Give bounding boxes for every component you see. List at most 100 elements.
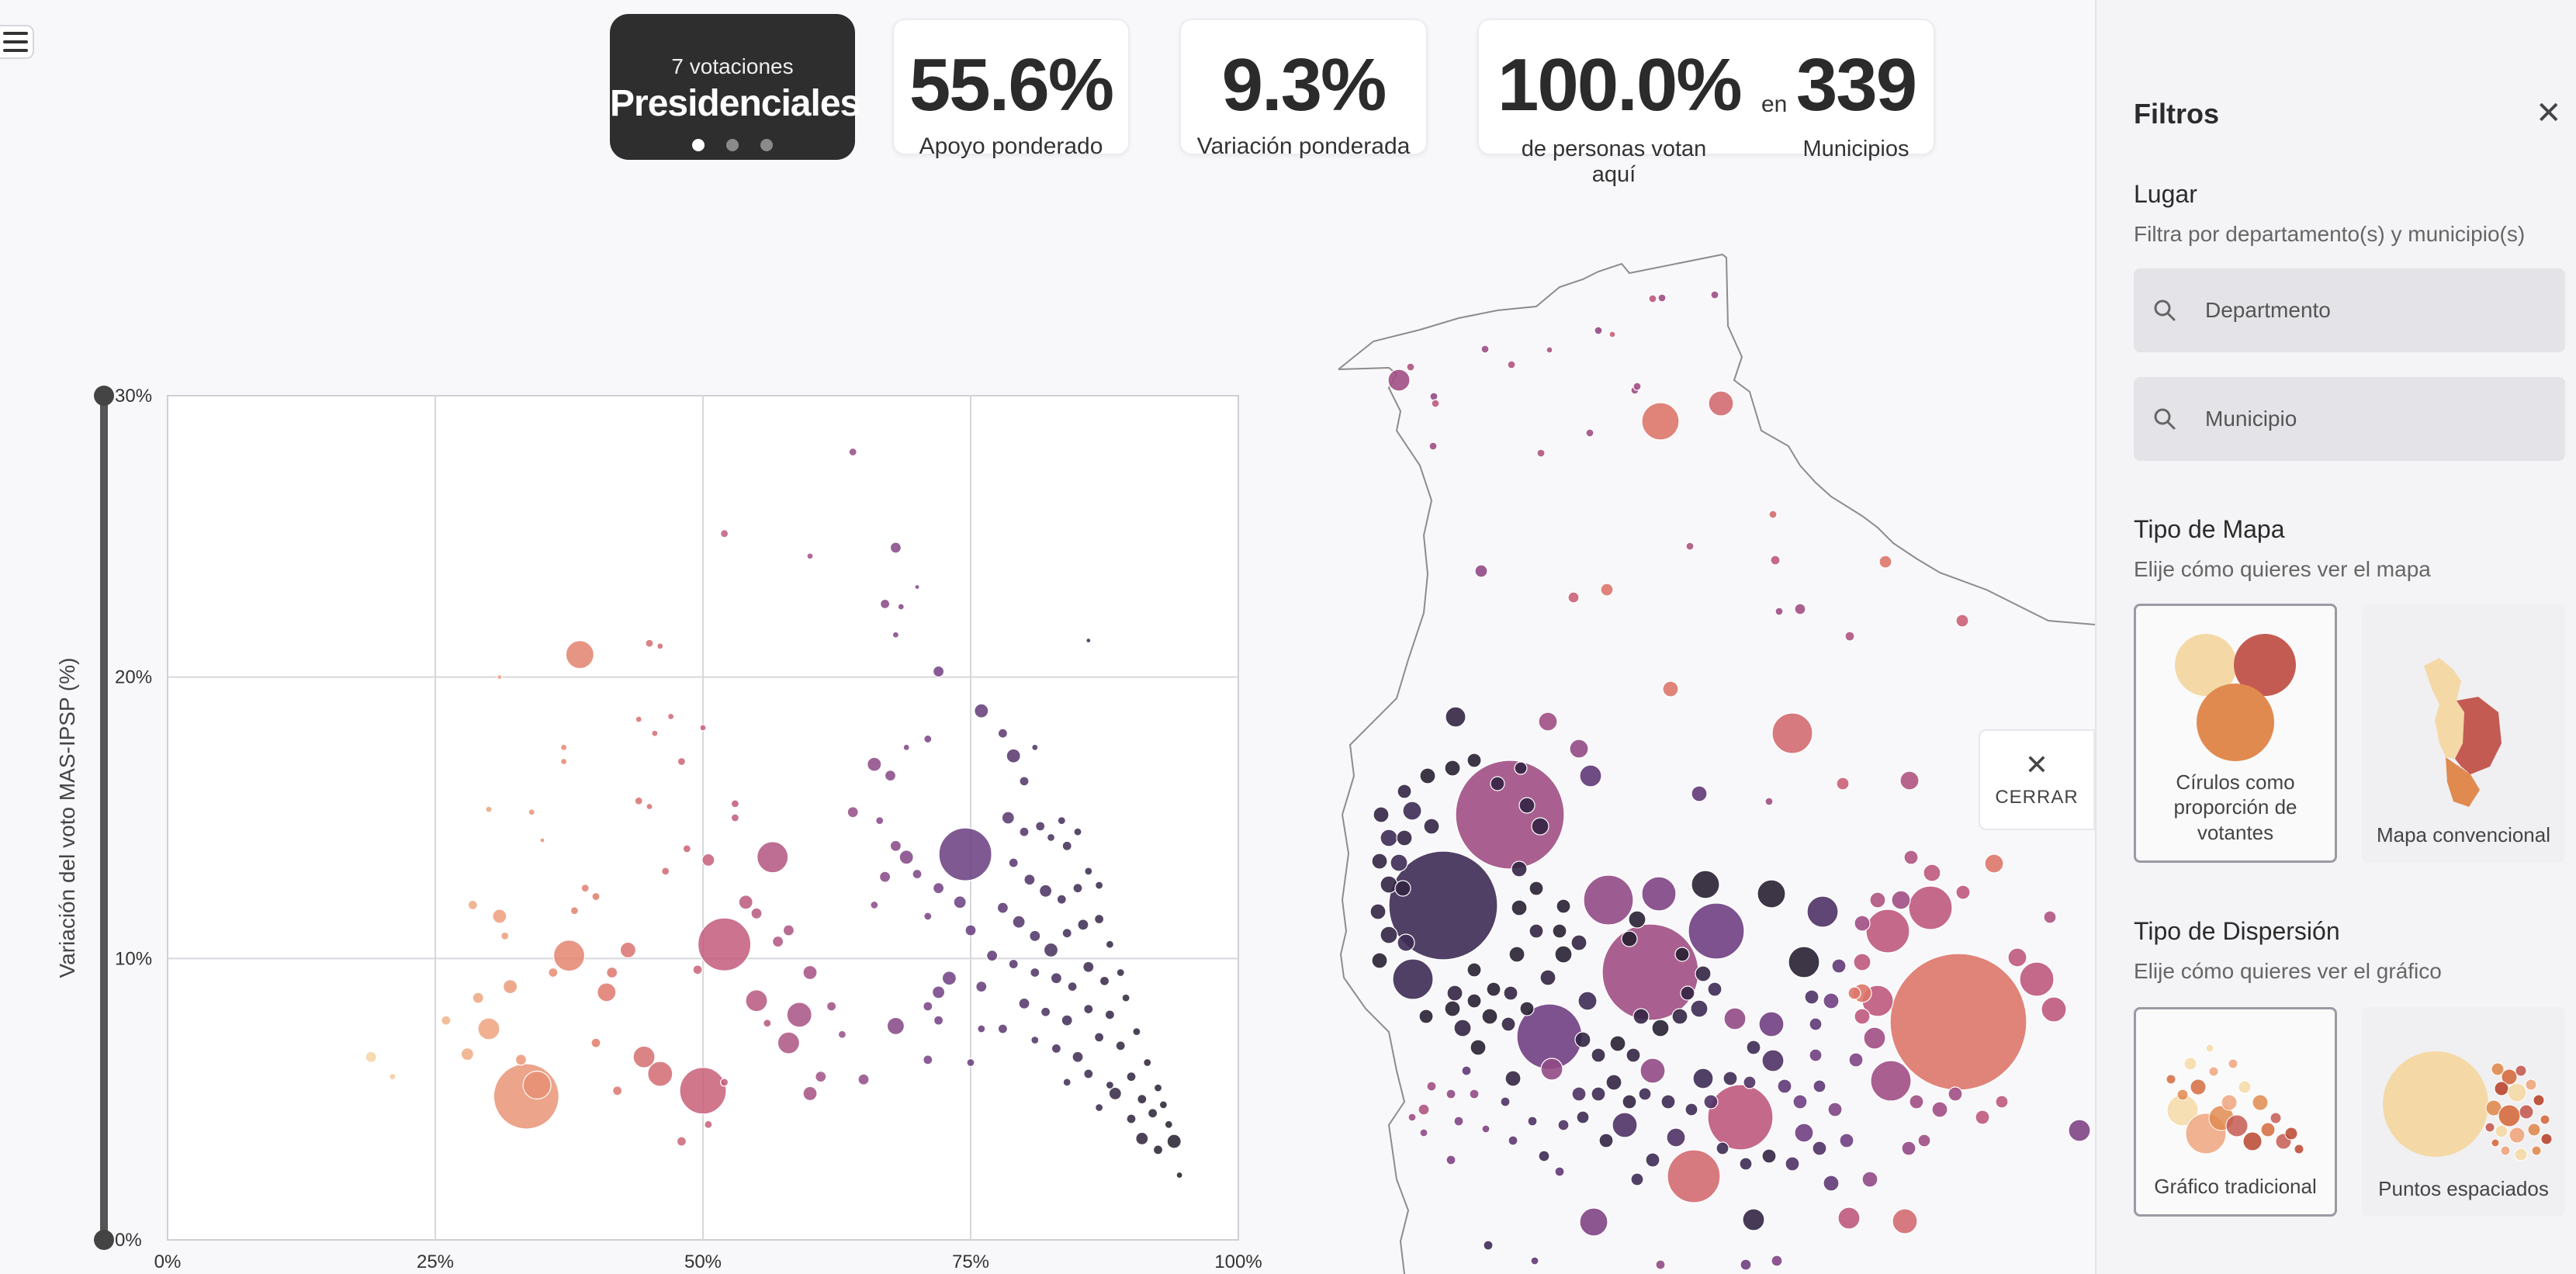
data-point[interactable] <box>1057 816 1066 826</box>
data-point[interactable] <box>1126 1113 1137 1124</box>
data-point[interactable] <box>1050 972 1063 985</box>
map-bubble[interactable] <box>1740 1258 1752 1271</box>
data-point[interactable] <box>802 1085 818 1102</box>
data-point[interactable] <box>699 724 707 732</box>
map-bubble[interactable] <box>1771 712 1813 754</box>
map-bubble[interactable] <box>1901 1141 1916 1156</box>
map-bubble[interactable] <box>1428 441 1438 451</box>
map-bubble[interactable] <box>1707 1084 1774 1151</box>
data-point[interactable] <box>692 964 703 975</box>
data-point[interactable] <box>985 950 999 962</box>
data-point[interactable] <box>1006 748 1021 763</box>
map-bubble[interactable] <box>1688 902 1745 960</box>
data-point[interactable] <box>902 743 910 751</box>
map-bubble[interactable] <box>1554 945 1573 964</box>
data-point[interactable] <box>1023 874 1036 886</box>
map-bubble[interactable] <box>1854 1008 1871 1025</box>
map-bubble[interactable] <box>1984 853 2004 874</box>
map-bubble[interactable] <box>1429 392 1439 401</box>
map-bubble[interactable] <box>1831 958 1847 974</box>
data-point[interactable] <box>1105 940 1115 949</box>
data-point[interactable] <box>1067 981 1078 992</box>
map-bubble[interactable] <box>1540 1058 1563 1081</box>
map-bubble[interactable] <box>1703 1094 1719 1110</box>
map-bubble[interactable] <box>1690 999 1709 1018</box>
data-point[interactable] <box>1137 1094 1148 1105</box>
data-point[interactable] <box>1051 1043 1062 1054</box>
data-point[interactable] <box>1108 1086 1122 1101</box>
data-point[interactable] <box>1082 961 1095 973</box>
map-bubble[interactable] <box>1418 1103 1430 1116</box>
data-point[interactable] <box>441 1015 452 1026</box>
data-point[interactable] <box>1077 919 1089 931</box>
data-point[interactable] <box>1093 913 1105 925</box>
data-point[interactable] <box>539 837 545 843</box>
data-point[interactable] <box>565 640 594 670</box>
map-bubble[interactable] <box>1847 986 1861 1000</box>
data-point[interactable] <box>857 1073 870 1085</box>
map-bubble[interactable] <box>1508 946 1525 963</box>
map-bubble[interactable] <box>2043 910 2057 924</box>
map-bubble[interactable] <box>1666 1127 1686 1148</box>
map-bubble[interactable] <box>1917 1134 1931 1148</box>
bubble-map[interactable] <box>0 0 2095 1274</box>
data-point[interactable] <box>682 844 691 853</box>
map-bubble[interactable] <box>1446 1089 1456 1099</box>
data-point[interactable] <box>1094 1103 1104 1113</box>
map-bubble[interactable] <box>1626 1047 1641 1063</box>
map-bubble[interactable] <box>1387 369 1411 392</box>
map-bubble[interactable] <box>1444 1000 1461 1017</box>
data-point[interactable] <box>953 895 967 909</box>
map-bubble[interactable] <box>1758 1011 1785 1037</box>
data-point[interactable] <box>1166 1134 1182 1149</box>
map-bubble[interactable] <box>1743 1075 1757 1089</box>
data-point[interactable] <box>467 899 478 911</box>
map-bubble[interactable] <box>1899 770 1920 791</box>
map-bubble[interactable] <box>1531 817 1549 836</box>
data-point[interactable] <box>932 665 945 678</box>
map-bubble[interactable] <box>1392 958 1434 1000</box>
data-point[interactable] <box>815 1071 827 1083</box>
data-point[interactable] <box>1062 1078 1072 1087</box>
map-bubble[interactable] <box>1445 706 1466 728</box>
map-bubble[interactable] <box>1823 992 1840 1009</box>
map-bubble[interactable] <box>1388 850 1498 961</box>
map-bubble[interactable] <box>1601 923 1699 1021</box>
map-bubble[interactable] <box>1469 1089 1480 1099</box>
data-point[interactable] <box>997 1023 1009 1034</box>
map-bubble[interactable] <box>1380 926 1398 944</box>
map-bubble[interactable] <box>1909 1094 1924 1110</box>
map-bubble[interactable] <box>1836 777 1850 791</box>
map-bubble[interactable] <box>1519 1001 1535 1016</box>
map-bubble[interactable] <box>1455 760 1565 870</box>
map-bubble[interactable] <box>1813 1079 1826 1093</box>
data-point[interactable] <box>646 802 653 811</box>
map-bubble[interactable] <box>1633 1008 1650 1025</box>
data-point[interactable] <box>1072 883 1083 894</box>
data-point[interactable] <box>632 1045 656 1068</box>
scatter-type-option-spaced[interactable]: Puntos espaciados <box>2362 1007 2565 1217</box>
data-point[interactable] <box>870 900 879 910</box>
map-bubble[interactable] <box>1508 1135 1518 1146</box>
scatter-type-option-traditional[interactable]: Gráfico tradicional <box>2134 1007 2337 1217</box>
map-bubble[interactable] <box>1507 360 1516 369</box>
map-bubble[interactable] <box>1501 1016 1516 1032</box>
data-point[interactable] <box>1093 1032 1105 1043</box>
map-bubble[interactable] <box>1770 555 1781 566</box>
data-point[interactable] <box>923 1001 933 1012</box>
map-bubble[interactable] <box>1453 1116 1464 1127</box>
map-bubble[interactable] <box>1633 382 1642 391</box>
data-point[interactable] <box>570 906 580 916</box>
carousel-dot[interactable] <box>692 139 705 151</box>
data-point[interactable] <box>757 841 789 874</box>
map-bubble[interactable] <box>1585 428 1594 438</box>
data-point[interactable] <box>1019 776 1030 787</box>
data-point[interactable] <box>651 729 659 737</box>
data-point[interactable] <box>1040 1006 1051 1017</box>
map-bubble[interactable] <box>1446 1155 1456 1165</box>
map-bubble[interactable] <box>1538 711 1558 732</box>
map-bubble[interactable] <box>1854 915 1871 932</box>
data-point[interactable] <box>1147 1108 1158 1119</box>
map-bubble[interactable] <box>1446 985 1463 1002</box>
map-bubble[interactable] <box>1710 290 1719 299</box>
